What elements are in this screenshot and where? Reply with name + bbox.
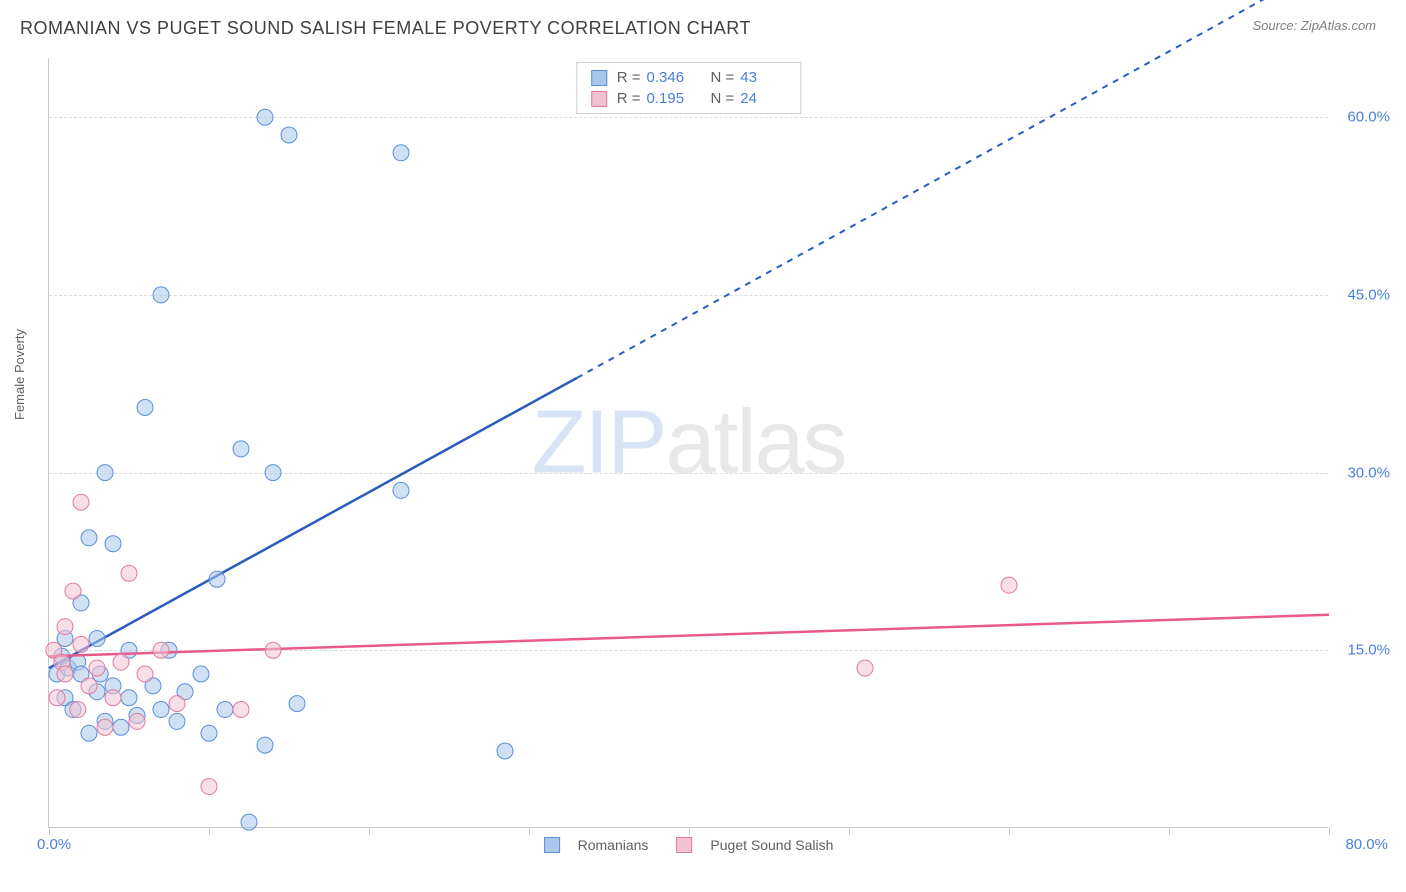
trend-line-dashed (577, 0, 1329, 378)
x-tick (1329, 827, 1330, 835)
source-attribution: Source: ZipAtlas.com (1252, 18, 1376, 33)
x-tick (209, 827, 210, 835)
data-point (65, 583, 81, 599)
scatter-plot-svg (49, 58, 1328, 827)
x-tick (369, 827, 370, 835)
data-point (193, 666, 209, 682)
series-legend-item: Puget Sound Salish (676, 837, 833, 853)
legend-swatch (544, 837, 560, 853)
series-legend: Romanians Puget Sound Salish (544, 837, 834, 853)
x-tick (529, 827, 530, 835)
legend-r-value: 0.195 (647, 90, 693, 107)
data-point (857, 660, 873, 676)
x-tick (1169, 827, 1170, 835)
legend-n-label: N = (711, 69, 735, 86)
data-point (81, 678, 97, 694)
trend-line (49, 378, 577, 668)
legend-n-label: N = (711, 90, 735, 107)
series-legend-label: Romanians (578, 837, 649, 853)
data-point (153, 702, 169, 718)
data-point (57, 619, 73, 635)
data-point (113, 654, 129, 670)
data-point (209, 571, 225, 587)
data-point (257, 109, 273, 125)
data-point (73, 494, 89, 510)
chart-plot-area: ZIPatlas 15.0%30.0%45.0%60.0% 0.0% 80.0%… (48, 58, 1328, 828)
legend-row: R = 0.346 N = 43 (577, 67, 801, 88)
y-tick-label: 15.0% (1347, 642, 1390, 659)
data-point (121, 565, 137, 581)
data-point (153, 642, 169, 658)
legend-n-value: 43 (740, 69, 786, 86)
data-point (393, 145, 409, 161)
data-point (49, 690, 65, 706)
data-point (89, 660, 105, 676)
series-legend-label: Puget Sound Salish (710, 837, 833, 853)
data-point (137, 399, 153, 415)
data-point (233, 702, 249, 718)
correlation-legend: R = 0.346 N = 43 R = 0.195 N = 24 (576, 62, 802, 114)
data-point (257, 737, 273, 753)
data-point (81, 530, 97, 546)
legend-n-value: 24 (740, 90, 786, 107)
data-point (89, 630, 105, 646)
data-point (105, 690, 121, 706)
data-point (129, 713, 145, 729)
data-point (289, 696, 305, 712)
data-point (201, 725, 217, 741)
legend-r-value: 0.346 (647, 69, 693, 86)
data-point (241, 814, 257, 830)
legend-swatch (591, 91, 607, 107)
data-point (201, 779, 217, 795)
legend-r-label: R = (617, 90, 641, 107)
y-axis-label: Female Poverty (12, 329, 27, 420)
data-point (97, 719, 113, 735)
chart-title: ROMANIAN VS PUGET SOUND SALISH FEMALE PO… (20, 18, 751, 39)
trend-line (49, 615, 1329, 656)
x-axis-max-label: 80.0% (1345, 836, 1388, 853)
data-point (97, 465, 113, 481)
x-axis-min-label: 0.0% (37, 836, 71, 853)
data-point (137, 666, 153, 682)
x-tick (1009, 827, 1010, 835)
y-tick-label: 30.0% (1347, 464, 1390, 481)
legend-swatch (676, 837, 692, 853)
data-point (73, 636, 89, 652)
data-point (217, 702, 233, 718)
x-tick (849, 827, 850, 835)
data-point (281, 127, 297, 143)
data-point (169, 696, 185, 712)
data-point (233, 441, 249, 457)
y-tick-label: 45.0% (1347, 286, 1390, 303)
data-point (265, 465, 281, 481)
data-point (105, 536, 121, 552)
data-point (153, 287, 169, 303)
y-tick-label: 60.0% (1347, 109, 1390, 126)
data-point (121, 690, 137, 706)
data-point (169, 713, 185, 729)
x-tick (689, 827, 690, 835)
data-point (113, 719, 129, 735)
data-point (393, 482, 409, 498)
data-point (81, 725, 97, 741)
legend-row: R = 0.195 N = 24 (577, 88, 801, 109)
legend-r-label: R = (617, 69, 641, 86)
data-point (57, 666, 73, 682)
data-point (70, 702, 86, 718)
data-point (497, 743, 513, 759)
series-legend-item: Romanians (544, 837, 649, 853)
legend-swatch (591, 70, 607, 86)
x-tick (49, 827, 50, 835)
data-point (265, 642, 281, 658)
data-point (1001, 577, 1017, 593)
